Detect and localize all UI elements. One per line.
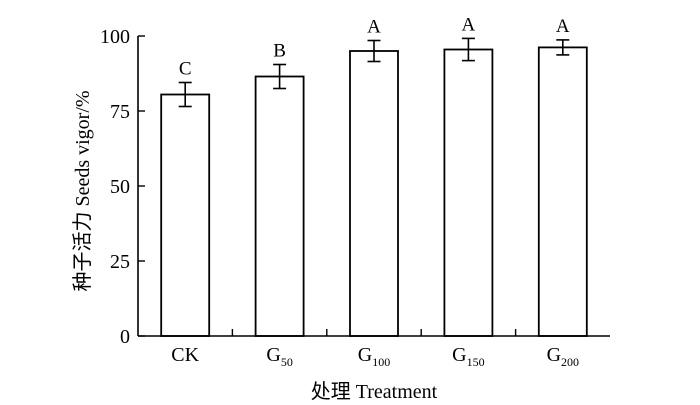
error-bar — [273, 63, 287, 90]
y-ticks: 0 25 50 75 100 — [100, 26, 517, 348]
error-bar — [178, 81, 192, 108]
bar — [537, 46, 588, 337]
y-axis-title: 种子活力 Seeds vigor/% — [71, 90, 94, 291]
y-tick-label: 0 — [120, 326, 130, 348]
y-tick-label: 75 — [110, 101, 130, 123]
x-tick-label: G200 — [547, 344, 579, 369]
significance-letter: A — [556, 16, 570, 37]
bar — [443, 48, 494, 337]
significance-letter: B — [273, 41, 286, 62]
error-bar — [556, 39, 570, 56]
error-bar — [367, 39, 381, 63]
error-bars — [178, 37, 570, 108]
bar — [254, 75, 305, 337]
x-tick-label: G100 — [358, 344, 390, 369]
x-axis-title: 处理 Treatment — [311, 380, 438, 403]
significance-labels: C B A A A — [179, 14, 570, 79]
x-tick-label: G50 — [266, 344, 292, 369]
bar — [349, 50, 399, 337]
x-tick-labels: CK G50 G100 G150 G200 — [171, 344, 579, 369]
significance-letter: A — [462, 14, 476, 35]
x-tick-label: G150 — [452, 344, 484, 369]
significance-letter: C — [179, 59, 192, 80]
y-tick-label: 50 — [110, 176, 130, 198]
x-tick-label: CK — [171, 344, 199, 366]
significance-letter: A — [367, 17, 381, 38]
y-tick-label: 25 — [110, 251, 130, 273]
error-bar — [461, 37, 475, 62]
bar — [160, 93, 211, 337]
bars — [160, 46, 588, 337]
y-tick-label: 100 — [100, 26, 130, 48]
